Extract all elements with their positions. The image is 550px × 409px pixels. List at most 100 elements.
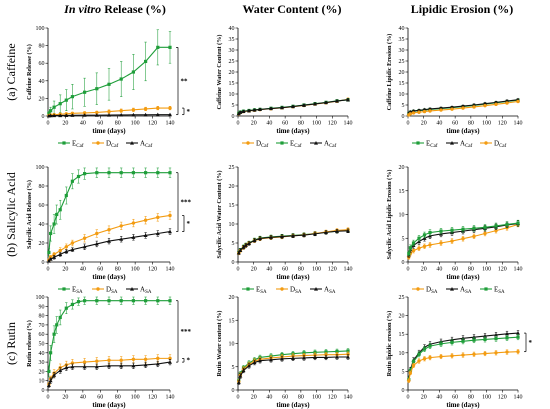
point-A bbox=[302, 355, 306, 360]
y-tick-label: 25 bbox=[229, 165, 235, 171]
point-D bbox=[408, 112, 413, 116]
point-D bbox=[131, 108, 136, 112]
point-A bbox=[107, 239, 111, 243]
x-tick-label: 140 bbox=[514, 121, 523, 127]
legend: ESA DSA ASA bbox=[58, 286, 152, 295]
point-A bbox=[324, 100, 328, 105]
point-E bbox=[483, 225, 487, 229]
point-A bbox=[143, 112, 148, 117]
point-A bbox=[94, 113, 99, 117]
point-A bbox=[324, 355, 328, 360]
x-tick-label: 100 bbox=[312, 395, 321, 401]
point-E bbox=[428, 230, 432, 235]
point-A bbox=[130, 141, 134, 145]
legend-item-E: ECaf bbox=[276, 140, 302, 149]
point-E bbox=[411, 360, 416, 364]
y-tick-label: 40 bbox=[39, 222, 45, 228]
x-tick-label: 100 bbox=[131, 267, 140, 273]
point-E bbox=[484, 287, 488, 291]
legend-item-E: ESA bbox=[58, 286, 83, 295]
point-A bbox=[64, 365, 69, 370]
point-A bbox=[119, 363, 124, 368]
point-E bbox=[346, 349, 350, 353]
x-tick-label: 60 bbox=[282, 395, 288, 401]
y-tick-label: 50 bbox=[39, 342, 45, 348]
legend-subscript: Caf bbox=[111, 144, 119, 149]
y-tick-label: 10 bbox=[39, 379, 45, 385]
point-D bbox=[494, 102, 498, 107]
point-A bbox=[280, 105, 284, 110]
point-D bbox=[70, 241, 75, 245]
x-tick-label: 60 bbox=[452, 121, 458, 127]
point-A bbox=[258, 236, 262, 241]
y-tick-label: 15 bbox=[399, 332, 405, 338]
y-tick-label: 20 bbox=[399, 314, 405, 320]
y-axis-label: Caffeine Water Content (%) bbox=[216, 35, 223, 110]
y-tick-label: 0 bbox=[232, 388, 235, 394]
legend-label: ACaf bbox=[460, 140, 473, 150]
point-D bbox=[439, 241, 443, 245]
x-tick-label: 20 bbox=[421, 121, 427, 127]
significance-bracket: *** bbox=[176, 300, 192, 363]
y-tick-label: 0 bbox=[42, 260, 45, 266]
point-E bbox=[119, 299, 123, 303]
point-A bbox=[131, 235, 136, 239]
point-E bbox=[47, 250, 51, 255]
point-A bbox=[238, 110, 243, 114]
point-E bbox=[144, 299, 148, 303]
point-A bbox=[46, 259, 51, 263]
legend-subscript: SA bbox=[260, 290, 267, 295]
point-A bbox=[450, 141, 454, 145]
point-A bbox=[241, 109, 246, 113]
y-tick-label: 15 bbox=[229, 318, 235, 324]
point-D bbox=[483, 103, 487, 108]
x-tick-label: 100 bbox=[312, 267, 321, 273]
series-line bbox=[48, 231, 171, 262]
x-tick-label: 40 bbox=[266, 121, 272, 127]
point-A bbox=[505, 331, 509, 336]
legend-label: ACaf bbox=[324, 140, 337, 150]
legend: DSA ASA ESA bbox=[412, 286, 505, 295]
x-axis-label: time (days) bbox=[276, 401, 310, 409]
point-D bbox=[494, 351, 498, 355]
point-D bbox=[483, 351, 487, 356]
x-tick-label: 20 bbox=[251, 395, 257, 401]
significance-label: * bbox=[187, 108, 191, 116]
point-A bbox=[82, 244, 87, 249]
point-D bbox=[131, 221, 136, 225]
point-E bbox=[450, 340, 454, 344]
point-A bbox=[472, 335, 476, 339]
point-D bbox=[450, 239, 454, 243]
row-labels: (a) Caffeine (b) Salicylic Acid (c) Rutin bbox=[4, 43, 18, 365]
legend-item-A: ASA bbox=[310, 286, 336, 295]
point-D bbox=[131, 357, 136, 362]
point-D bbox=[428, 109, 432, 113]
x-tick-label: 60 bbox=[452, 267, 458, 273]
point-D bbox=[439, 354, 443, 359]
point-E bbox=[131, 171, 135, 175]
chart-panel-salycilic-acid-lipidic-erosion: 0 5 10 15 20 0 20 40 60 80 100 120 140 time (days) Sal… bbox=[386, 165, 523, 295]
point-E bbox=[516, 221, 520, 225]
x-tick-label: 120 bbox=[328, 267, 337, 273]
point-E bbox=[505, 222, 509, 227]
point-E bbox=[156, 45, 160, 49]
point-D bbox=[346, 352, 350, 356]
point-E bbox=[494, 337, 498, 341]
point-A bbox=[168, 229, 172, 234]
significance-label: * bbox=[187, 357, 191, 365]
point-A bbox=[48, 378, 53, 383]
chart-panel-rutin-water-content: 0 5 10 15 20 0 20 40 60 80 100 120 140 time (days) Rut… bbox=[216, 295, 353, 409]
significance-label: *** bbox=[181, 328, 192, 336]
point-E bbox=[168, 171, 172, 175]
point-A bbox=[107, 363, 111, 368]
point-E bbox=[156, 171, 160, 175]
x-axis-label: time (days) bbox=[446, 127, 480, 135]
point-A bbox=[252, 360, 257, 365]
point-E bbox=[302, 351, 306, 355]
point-D bbox=[428, 243, 432, 247]
x-tick-label: 80 bbox=[468, 121, 474, 127]
legend-name: D bbox=[290, 286, 295, 294]
column-headers: In vitro Release (%) Water Content (%) Lip… bbox=[63, 2, 513, 16]
legend-subscript: SA bbox=[465, 290, 472, 295]
